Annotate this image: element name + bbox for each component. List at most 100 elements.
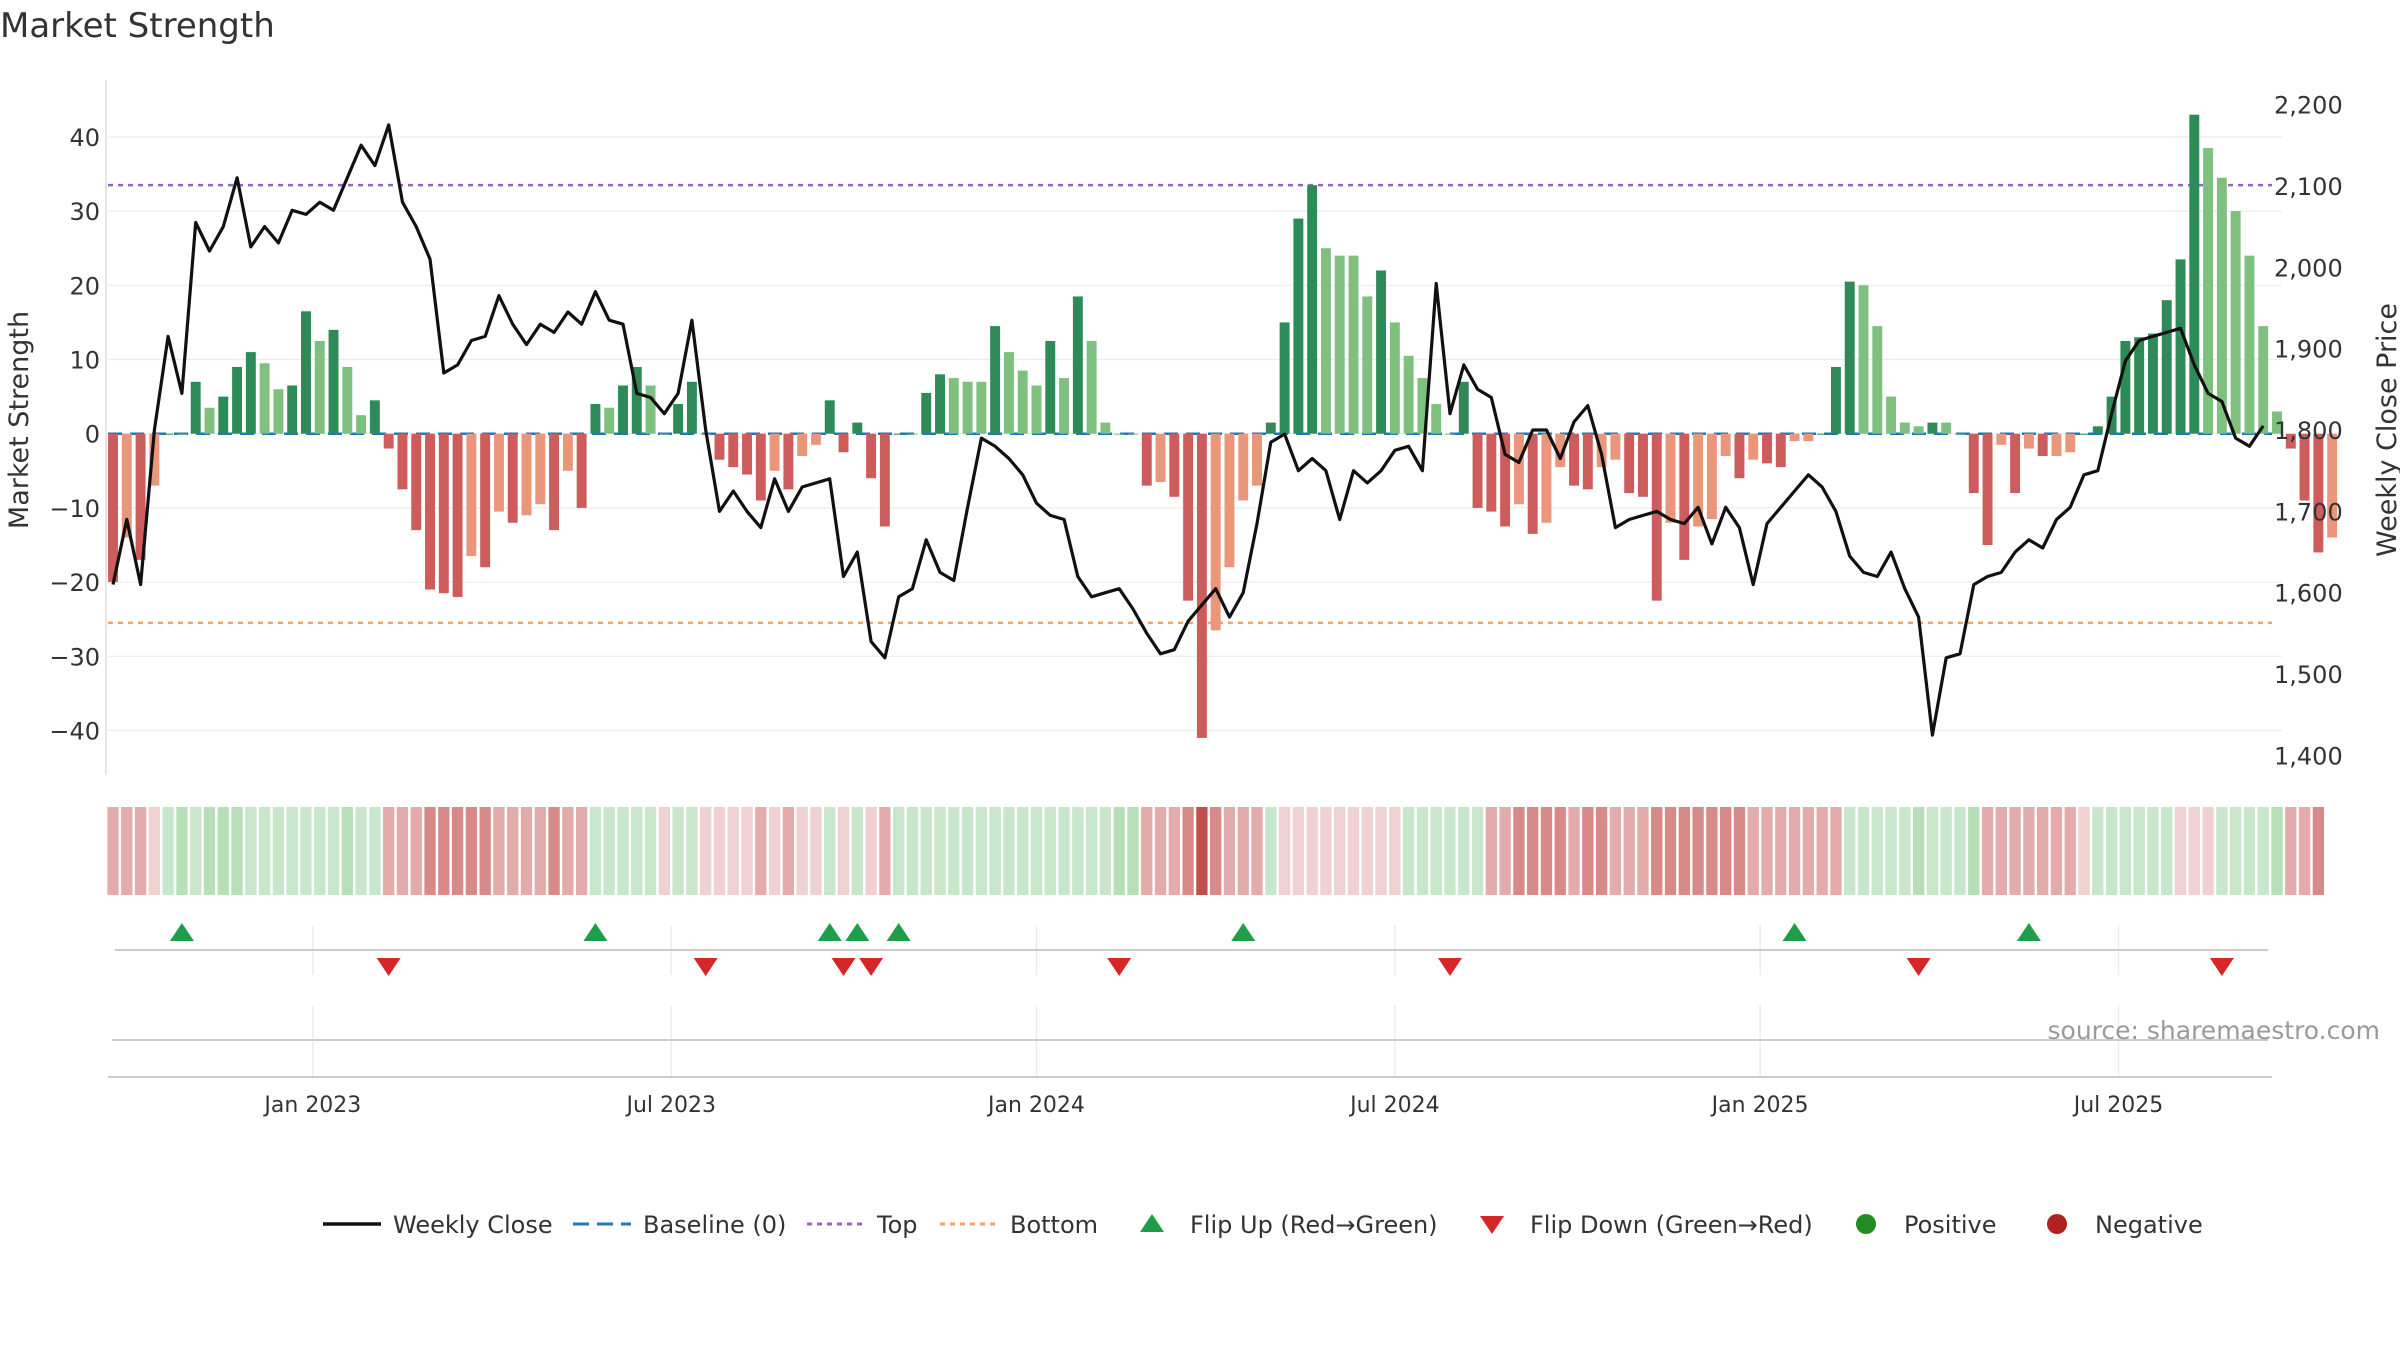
strength-strip-cell xyxy=(768,807,781,895)
strength-strip-cell xyxy=(1416,807,1429,895)
strength-bar xyxy=(562,433,573,471)
strength-bar xyxy=(2023,433,2034,449)
strength-bar xyxy=(2120,340,2131,434)
strength-strip-cell xyxy=(782,807,795,895)
strength-bar xyxy=(935,374,945,434)
strength-bar xyxy=(1017,370,1028,434)
strength-bar xyxy=(1679,433,1690,560)
x-tick-label: Jul 2023 xyxy=(624,1093,716,1118)
strength-strip-cell xyxy=(1981,807,1994,895)
strength-bar xyxy=(163,433,174,435)
strength-bar xyxy=(1982,433,1993,545)
strength-strip-cell xyxy=(1375,807,1387,895)
strength-strip-cell xyxy=(520,807,533,895)
strength-strip-cell xyxy=(2092,807,2104,895)
strength-bar xyxy=(1128,433,1138,435)
strength-bar xyxy=(1293,218,1304,434)
strength-strip-cell xyxy=(1733,807,1746,895)
strength-strip-cell xyxy=(934,807,946,895)
strength-bar xyxy=(1913,426,1924,434)
strength-bar xyxy=(1307,185,1318,434)
y2-tick-label: 1,400 xyxy=(2274,742,2343,770)
strength-bar xyxy=(645,385,656,434)
strength-strip-cell xyxy=(465,807,478,895)
strength-strip-cell xyxy=(1292,807,1305,895)
legend-label: Negative xyxy=(2095,1211,2203,1239)
strength-bar xyxy=(2175,259,2186,434)
strength-bar xyxy=(810,433,821,445)
strength-bar xyxy=(1844,281,1855,434)
strength-strip-cell xyxy=(2188,807,2200,895)
strength-strip-cell xyxy=(1513,807,1525,895)
strength-bar xyxy=(1872,326,1883,434)
strength-strip-cell xyxy=(893,807,905,895)
strength-strip-cell xyxy=(1141,807,1153,895)
strength-strip-cell xyxy=(1678,807,1690,895)
strength-bar xyxy=(2258,326,2269,434)
strength-strip-cell xyxy=(920,807,932,895)
strength-bar xyxy=(604,407,615,434)
strength-strip-cell xyxy=(1637,807,1649,895)
strength-bar xyxy=(452,433,463,597)
strength-bar xyxy=(1817,433,1828,435)
strength-strip-cell xyxy=(1761,807,1773,895)
flip-down-marker xyxy=(2209,958,2234,976)
strength-bar xyxy=(535,433,546,505)
strength-bar xyxy=(1072,296,1083,434)
strength-strip-cell xyxy=(534,807,546,895)
strength-bar xyxy=(1500,433,1511,527)
strength-strip-cell xyxy=(1030,807,1043,895)
legend-swatch-negative xyxy=(2047,1214,2067,1234)
strength-strip-cell xyxy=(1044,807,1056,895)
strength-strip-cell xyxy=(1402,807,1415,895)
strength-strip-cell xyxy=(314,807,326,895)
strength-strip-cell xyxy=(589,807,602,895)
strength-bar xyxy=(631,366,642,434)
flip-up-marker xyxy=(583,923,608,941)
strength-strip-cell xyxy=(1085,807,1098,895)
strength-strip-cell xyxy=(1471,807,1484,895)
strength-strip-cell xyxy=(796,807,808,895)
strength-strip-cell xyxy=(162,807,174,895)
strength-bar xyxy=(411,433,422,531)
strength-strip-cell xyxy=(1003,807,1015,895)
strength-strip-cell xyxy=(341,807,353,895)
strength-strip-cell xyxy=(1568,807,1580,895)
strength-strip-cell xyxy=(824,807,836,895)
strength-strip-cell xyxy=(713,807,726,895)
strength-bar xyxy=(369,400,380,434)
y2-tick-label: 1,500 xyxy=(2274,661,2343,689)
strength-bar xyxy=(1362,296,1373,434)
strength-bar xyxy=(287,385,298,434)
strength-bar xyxy=(549,433,560,531)
legend-label: Flip Down (Green→Red) xyxy=(1530,1211,1813,1239)
strength-strip-cell xyxy=(396,807,409,895)
strength-strip-cell xyxy=(300,807,312,895)
strength-bar xyxy=(2037,433,2048,456)
strength-strip-cell xyxy=(562,807,574,895)
strength-bar xyxy=(2147,333,2158,434)
strength-bar xyxy=(1183,433,1194,601)
strength-bar xyxy=(948,378,959,434)
strength-bar xyxy=(1775,433,1786,468)
strength-bar xyxy=(824,400,835,434)
weekly-close-line xyxy=(111,123,2265,737)
strength-strip-cell xyxy=(1871,807,1883,895)
strength-bar xyxy=(1169,433,1180,497)
strength-bar xyxy=(1252,433,1262,486)
strength-bar xyxy=(356,415,367,434)
strength-strip-cell xyxy=(837,807,850,895)
strength-bar xyxy=(425,433,435,590)
strength-strip-cell xyxy=(1788,807,1801,895)
strength-bar xyxy=(1320,248,1331,434)
strength-strip-cell xyxy=(231,807,243,895)
strength-bar xyxy=(2285,433,2296,449)
strength-strip-cell xyxy=(658,807,670,895)
strength-strip-cell xyxy=(1182,807,1194,895)
strength-bar xyxy=(2203,148,2214,434)
strength-bar xyxy=(1045,340,1056,434)
legend-label: Positive xyxy=(1904,1211,1997,1239)
strength-strip-cell xyxy=(2147,807,2159,895)
strength-strip-cell xyxy=(961,807,974,895)
legend-swatch-flip-up xyxy=(1140,1214,1164,1232)
